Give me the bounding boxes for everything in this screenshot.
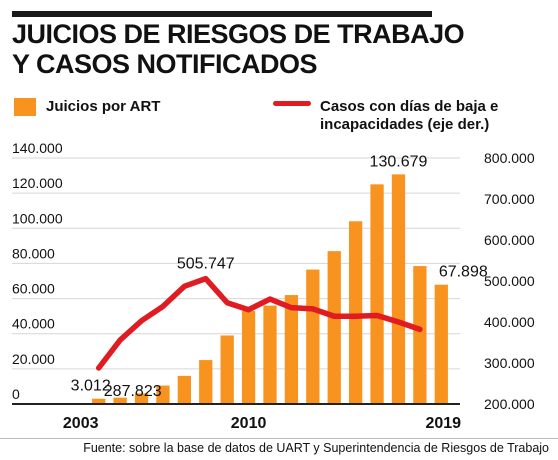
right-tick-label: 200.000 — [484, 396, 535, 412]
left-tick-label: 20.000 — [12, 351, 55, 367]
legend-label-bars: Juicios por ART — [46, 98, 161, 115]
bar-2014 — [327, 251, 341, 404]
x-tick-label: 2010 — [231, 415, 267, 432]
right-tick-label: 600.000 — [484, 232, 535, 248]
left-tick-label: 40.000 — [12, 316, 55, 332]
bar-2009 — [220, 335, 234, 404]
title-accent-bar — [12, 11, 432, 17]
right-tick-label: 800.000 — [484, 150, 535, 166]
left-tick-label: 80.000 — [12, 245, 55, 261]
right-tick-label: 700.000 — [484, 191, 535, 207]
data-label: 3.012 — [71, 378, 111, 395]
legend-swatch-bars — [14, 98, 36, 116]
legend-label-line: Casos con días de baja e incapacidades (… — [320, 98, 499, 133]
data-label: 505.747 — [177, 256, 235, 273]
bar-2003 — [92, 398, 106, 404]
data-label: 67.898 — [439, 264, 488, 281]
bar-2010 — [241, 310, 256, 404]
left-tick-label: 140.000 — [12, 140, 63, 156]
x-tick-label: 2019 — [425, 415, 461, 432]
series-line-casos — [95, 275, 423, 371]
chart-title-line-2: Y CASOS NOTIFICADOS — [12, 49, 318, 79]
bar-2004 — [113, 397, 127, 404]
bottom-rule — [0, 438, 558, 439]
bar-2016 — [370, 184, 384, 404]
bar-2017 — [391, 174, 406, 404]
left-tick-label: 0 — [12, 386, 20, 402]
chart-title: JUICIOS DE RIESGOS DE TRABAJO Y CASOS NO… — [12, 19, 552, 79]
x-tick-label: 2003 — [63, 415, 99, 432]
combo-chart: 0 20.000 40.000 60.000 80.000 100.000 120.000 1… — [12, 140, 535, 432]
right-tick-label: 300.000 — [484, 355, 535, 371]
left-tick-label: 60.000 — [12, 281, 55, 297]
bar-2015 — [349, 221, 363, 404]
bar-2019 — [434, 284, 448, 404]
data-label: 287.823 — [104, 383, 162, 400]
left-tick-label: 100.000 — [12, 210, 63, 226]
bar-2006 — [156, 385, 170, 404]
bar-2008 — [199, 360, 213, 404]
bar-2005 — [134, 393, 149, 404]
source-note: Fuente: sobre la base de datos de UART y… — [83, 441, 549, 455]
bar-2011 — [263, 305, 277, 404]
right-tick-label: 500.000 — [484, 273, 535, 289]
data-label: 130.679 — [370, 153, 428, 170]
bar-2007 — [177, 375, 191, 404]
chart-title-line-1: JUICIOS DE RIESGOS DE TRABAJO — [12, 19, 465, 49]
left-tick-label: 120.000 — [12, 175, 63, 191]
bar-2013 — [306, 269, 320, 404]
right-tick-label: 400.000 — [484, 314, 535, 330]
bar-2012 — [284, 295, 299, 404]
bar-2018 — [413, 266, 427, 404]
legend-swatch-line — [273, 101, 311, 106]
